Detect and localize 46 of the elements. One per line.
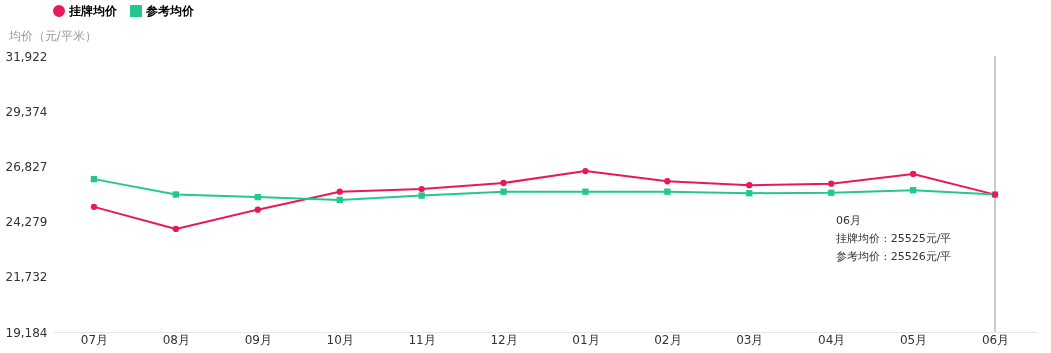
x-tick-label: 08月 bbox=[162, 332, 191, 347]
point bbox=[172, 191, 180, 198]
point bbox=[664, 178, 671, 185]
annotation: 挂牌均价 : 25525元/平 bbox=[836, 232, 952, 245]
point bbox=[664, 188, 671, 195]
y-tick-label: 21,732 bbox=[5, 270, 48, 285]
annotation: 参考均价 : 25526元/平 bbox=[836, 250, 952, 263]
point bbox=[418, 192, 425, 199]
x-tick-label: 12月 bbox=[490, 332, 518, 347]
y-tick-label: 19,184 bbox=[5, 325, 48, 340]
legend-label: 挂牌均价 bbox=[68, 4, 118, 18]
x-tick-label: 03月 bbox=[736, 332, 764, 347]
annotation: 06月 bbox=[836, 214, 861, 227]
x-tick-label: 02月 bbox=[654, 332, 682, 347]
point bbox=[172, 225, 180, 233]
point bbox=[828, 180, 835, 187]
point bbox=[500, 179, 507, 187]
x-tick-label: 06月 bbox=[981, 332, 1010, 347]
legend-label: 参考均价 bbox=[145, 4, 195, 18]
point bbox=[500, 188, 507, 195]
point bbox=[746, 182, 753, 189]
point bbox=[336, 188, 343, 195]
x-tick-label: 05月 bbox=[899, 332, 928, 347]
point bbox=[582, 167, 589, 175]
point bbox=[90, 203, 98, 210]
point bbox=[254, 193, 261, 201]
point bbox=[746, 190, 753, 197]
x-tick-label: 04月 bbox=[818, 332, 846, 347]
point bbox=[909, 187, 917, 194]
y-axis-title: 均价（元/平米） bbox=[7, 28, 97, 43]
point bbox=[254, 206, 261, 213]
x-tick-label: 11月 bbox=[408, 332, 436, 347]
x-tick-label: 09月 bbox=[244, 332, 272, 347]
y-tick-label: 24,279 bbox=[5, 215, 48, 230]
point bbox=[90, 175, 98, 183]
point bbox=[336, 196, 343, 204]
y-tick-label: 29,374 bbox=[5, 104, 48, 119]
point bbox=[909, 170, 917, 178]
point bbox=[582, 188, 589, 195]
y-tick-label: 26,827 bbox=[5, 159, 48, 174]
x-tick-label: 07月 bbox=[80, 332, 109, 347]
x-tick-label: 01月 bbox=[572, 332, 600, 347]
point bbox=[418, 185, 425, 193]
x-tick-label: 10月 bbox=[326, 332, 354, 347]
y-tick-label: 31,922 bbox=[5, 49, 48, 64]
point bbox=[828, 189, 835, 196]
